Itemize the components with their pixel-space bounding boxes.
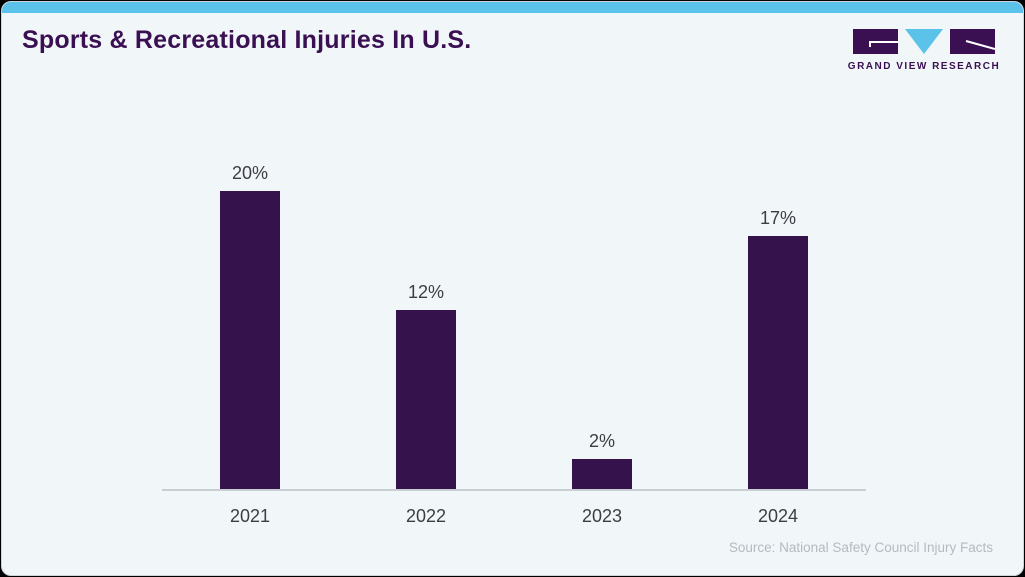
x-tick-2024: 2024 xyxy=(757,506,799,526)
page-title: Sports & Recreational Injuries In U.S. xyxy=(22,26,472,54)
bar-value-label: 12% xyxy=(407,282,445,303)
gvr-logo-marks xyxy=(853,29,995,54)
accent-top-strip xyxy=(2,2,1023,13)
bar-group-2024: 17% xyxy=(690,208,866,489)
bar-value-label: 20% xyxy=(231,163,269,183)
x-tick-2021: 2021 xyxy=(229,506,271,526)
bar-2024 xyxy=(748,235,808,489)
x-tick-2022: 2022 xyxy=(405,506,447,526)
bar-2021 xyxy=(220,191,280,489)
gvr-logo: GRAND VIEW RESEARCH xyxy=(848,29,999,72)
bar-group-2023: 2% xyxy=(514,431,690,489)
logo-wordmark: GRAND VIEW RESEARCH xyxy=(847,61,1001,72)
source-note: Source: National Safety Council Injury F… xyxy=(728,540,993,555)
bar-group-2022: 12% xyxy=(338,282,514,489)
logo-v-icon xyxy=(905,29,943,54)
bar-value-label: 17% xyxy=(759,207,797,228)
bar-2023 xyxy=(572,459,632,489)
bar-chart: 20% 12% 2% 17% 2021 2022 2023 2024 xyxy=(162,142,866,527)
x-axis-labels: 2021 2022 2023 2024 xyxy=(162,491,866,527)
bar-2022 xyxy=(396,310,456,489)
plot-area: 20% 12% 2% 17% xyxy=(162,142,866,491)
logo-g-icon xyxy=(853,29,898,54)
bar-group-2021: 20% xyxy=(162,163,338,489)
logo-r-icon xyxy=(950,29,995,54)
x-tick-2023: 2023 xyxy=(581,506,623,526)
bar-value-label: 2% xyxy=(588,431,615,452)
